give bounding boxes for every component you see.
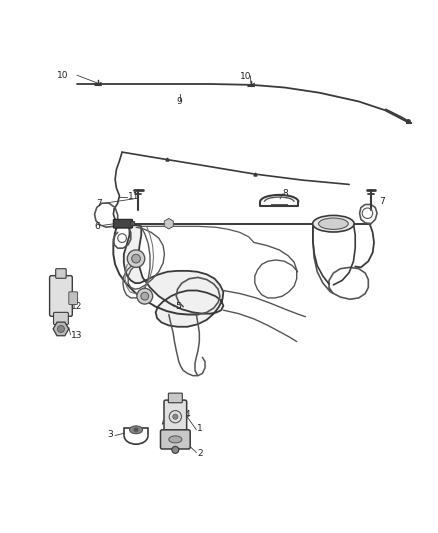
Circle shape (134, 427, 139, 432)
Text: 5: 5 (175, 302, 181, 311)
FancyBboxPatch shape (168, 393, 182, 403)
Text: 13: 13 (71, 331, 83, 340)
Text: 10: 10 (240, 71, 251, 80)
Circle shape (57, 326, 64, 333)
Text: 7: 7 (380, 197, 385, 206)
Text: 2: 2 (197, 449, 203, 458)
Text: 8: 8 (283, 189, 288, 198)
FancyBboxPatch shape (164, 400, 187, 434)
Circle shape (127, 250, 145, 268)
Ellipse shape (318, 218, 348, 229)
Text: 11: 11 (128, 192, 140, 201)
FancyBboxPatch shape (53, 312, 68, 325)
Text: 10: 10 (57, 71, 68, 80)
Circle shape (172, 446, 179, 454)
FancyBboxPatch shape (69, 292, 78, 304)
Text: 6: 6 (95, 222, 100, 231)
Text: 12: 12 (71, 302, 83, 311)
Ellipse shape (313, 215, 354, 232)
Text: 9: 9 (177, 97, 183, 106)
Text: 7: 7 (96, 199, 102, 208)
Polygon shape (124, 225, 223, 327)
Circle shape (137, 288, 152, 304)
Ellipse shape (130, 426, 143, 434)
FancyBboxPatch shape (113, 220, 133, 228)
FancyBboxPatch shape (56, 269, 66, 278)
FancyBboxPatch shape (160, 430, 190, 449)
Circle shape (141, 292, 149, 300)
Text: 1: 1 (197, 424, 203, 433)
Text: 3: 3 (108, 430, 113, 439)
Circle shape (132, 254, 141, 263)
FancyBboxPatch shape (131, 222, 135, 226)
Text: 4: 4 (185, 409, 191, 418)
FancyBboxPatch shape (49, 276, 72, 316)
Ellipse shape (169, 436, 182, 443)
Circle shape (173, 414, 178, 419)
